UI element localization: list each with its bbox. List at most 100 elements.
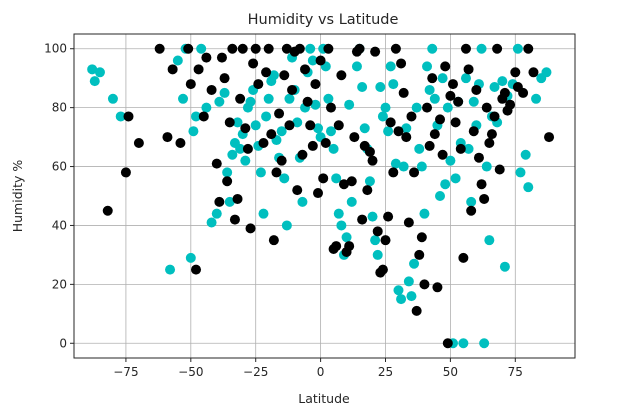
data-point <box>313 188 324 199</box>
data-point <box>263 93 274 104</box>
data-point <box>481 102 492 113</box>
data-point <box>497 76 508 87</box>
data-point <box>520 149 531 160</box>
data-point <box>422 102 433 113</box>
x-axis-label: Latitude <box>298 391 350 406</box>
x-tick-label: 0 <box>317 365 325 379</box>
data-point <box>268 70 279 81</box>
data-point <box>447 79 458 90</box>
data-point <box>357 214 368 225</box>
data-point <box>344 241 355 252</box>
data-point <box>484 137 495 148</box>
data-point <box>364 176 375 187</box>
data-point <box>175 137 186 148</box>
y-axis-label: Humidity % <box>10 160 25 233</box>
data-point <box>245 96 256 107</box>
x-tick-label: −25 <box>243 365 268 379</box>
data-point <box>240 155 251 166</box>
data-point <box>89 76 100 87</box>
data-point <box>388 79 399 90</box>
data-point <box>370 46 381 57</box>
data-point <box>274 108 285 119</box>
data-point <box>333 208 344 219</box>
data-point <box>120 167 131 178</box>
data-point <box>279 173 290 184</box>
data-point <box>471 84 482 95</box>
y-axis-ticks: 0 20 40 60 80 100 <box>44 42 74 350</box>
data-point <box>411 305 422 316</box>
data-point <box>416 232 427 243</box>
data-point <box>396 294 407 305</box>
data-point <box>240 123 251 134</box>
data-point <box>479 193 490 204</box>
data-point <box>429 129 440 140</box>
data-point <box>253 79 264 90</box>
data-point <box>354 43 365 54</box>
data-point <box>102 205 113 216</box>
data-point <box>523 182 534 193</box>
data-point <box>229 214 240 225</box>
data-point <box>276 126 287 137</box>
data-point <box>297 196 308 207</box>
data-point <box>305 120 316 131</box>
data-point <box>437 73 448 84</box>
data-point <box>297 149 308 160</box>
data-point <box>364 146 375 157</box>
data-point <box>372 226 383 237</box>
data-point <box>406 291 417 302</box>
data-point <box>393 126 404 137</box>
data-point <box>463 143 474 154</box>
data-point <box>307 55 318 66</box>
data-point <box>460 73 471 84</box>
data-point <box>515 167 526 178</box>
data-point <box>198 111 209 122</box>
x-tick-label: 75 <box>508 365 523 379</box>
data-point <box>258 137 269 148</box>
data-point <box>201 52 212 63</box>
data-point <box>235 143 246 154</box>
data-point <box>349 132 360 143</box>
data-point <box>318 173 329 184</box>
data-point <box>107 93 118 104</box>
data-point <box>232 193 243 204</box>
data-point <box>261 67 272 78</box>
data-point <box>201 102 212 113</box>
x-axis-ticks: −75 −50 −25 0 25 50 75 <box>113 358 523 379</box>
data-point <box>406 111 417 122</box>
data-point <box>250 43 261 54</box>
data-point <box>344 99 355 110</box>
data-point <box>227 43 238 54</box>
data-point <box>380 102 391 113</box>
data-point <box>196 43 207 54</box>
y-tick-label: 80 <box>52 101 67 115</box>
data-point <box>377 111 388 122</box>
data-point <box>523 43 534 54</box>
data-point <box>242 143 253 154</box>
data-point <box>414 143 425 154</box>
data-point <box>167 64 178 75</box>
data-point <box>383 211 394 222</box>
data-point <box>440 61 451 72</box>
data-point <box>227 149 238 160</box>
data-point <box>380 235 391 246</box>
data-point <box>307 140 318 151</box>
data-point <box>87 64 98 75</box>
data-point <box>268 235 279 246</box>
data-point <box>518 87 529 98</box>
data-point <box>375 82 386 93</box>
data-point <box>427 73 438 84</box>
data-point <box>336 220 347 231</box>
data-point <box>492 43 503 54</box>
data-point <box>331 173 342 184</box>
data-point <box>362 185 373 196</box>
data-point <box>435 191 446 201</box>
data-point <box>411 102 422 113</box>
data-point <box>531 93 542 104</box>
data-point <box>214 96 225 107</box>
data-point <box>183 43 194 54</box>
data-point <box>336 70 347 81</box>
data-point <box>385 61 396 72</box>
data-point <box>510 67 521 78</box>
data-point <box>476 43 487 54</box>
